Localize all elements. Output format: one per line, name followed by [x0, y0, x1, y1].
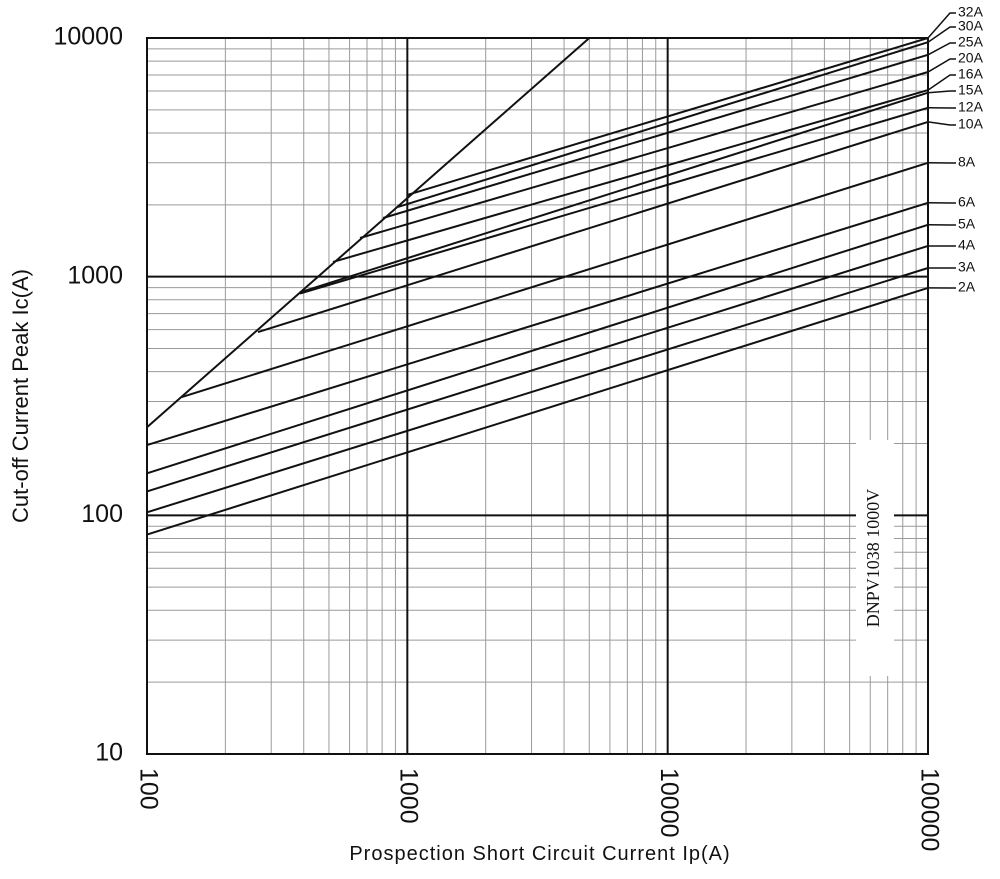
- fuse-line: [147, 246, 928, 492]
- x-tick-label: 100: [134, 768, 162, 810]
- legend-label: 4A: [958, 237, 976, 253]
- legend-label: 5A: [958, 216, 976, 232]
- legend-label: 12A: [958, 99, 984, 115]
- legend-label: 6A: [958, 194, 976, 210]
- legend-label: 16A: [958, 66, 984, 82]
- leader-line: [928, 27, 956, 42]
- legend-label: 20A: [958, 50, 984, 66]
- fuse-line: [147, 225, 928, 473]
- legend-label: 8A: [958, 154, 976, 170]
- y-tick-label: 1000: [67, 261, 123, 289]
- boundary-line: [147, 38, 589, 427]
- legend-label: 3A: [958, 259, 976, 275]
- fuse-line: [147, 268, 928, 512]
- legend-label: 25A: [958, 34, 984, 50]
- leader-line: [928, 13, 956, 38]
- legend-label: 2A: [958, 279, 976, 295]
- fuse-line: [360, 72, 928, 238]
- leader-line: [928, 91, 956, 93]
- fuse-line: [300, 108, 928, 294]
- fuse-line: [258, 122, 928, 332]
- y-tick-label: 10000: [53, 23, 123, 51]
- legend-label: 30A: [958, 18, 984, 34]
- x-tick-label: 100000: [915, 768, 943, 851]
- plot-frame: [147, 38, 928, 754]
- leader-line: [928, 59, 956, 72]
- y-axis-label: Cut-off Current Peak Ic(A): [8, 269, 33, 523]
- annotation: DNPV1038 1000V: [863, 489, 883, 628]
- x-axis-label: Prospection Short Circuit Current Ip(A): [349, 843, 730, 865]
- x-tick-label: 1000: [395, 768, 423, 824]
- y-tick-label: 100: [81, 500, 123, 528]
- x-tick-label: 10000: [655, 768, 683, 838]
- leader-line: [928, 43, 956, 55]
- fuse-line: [333, 90, 928, 262]
- y-tick-label: 10: [95, 739, 123, 767]
- legend-label: 10A: [958, 116, 984, 132]
- fuse-line: [398, 42, 928, 207]
- legend-label: 15A: [958, 82, 984, 98]
- leader-line: [928, 75, 956, 90]
- leader-line: [928, 122, 956, 125]
